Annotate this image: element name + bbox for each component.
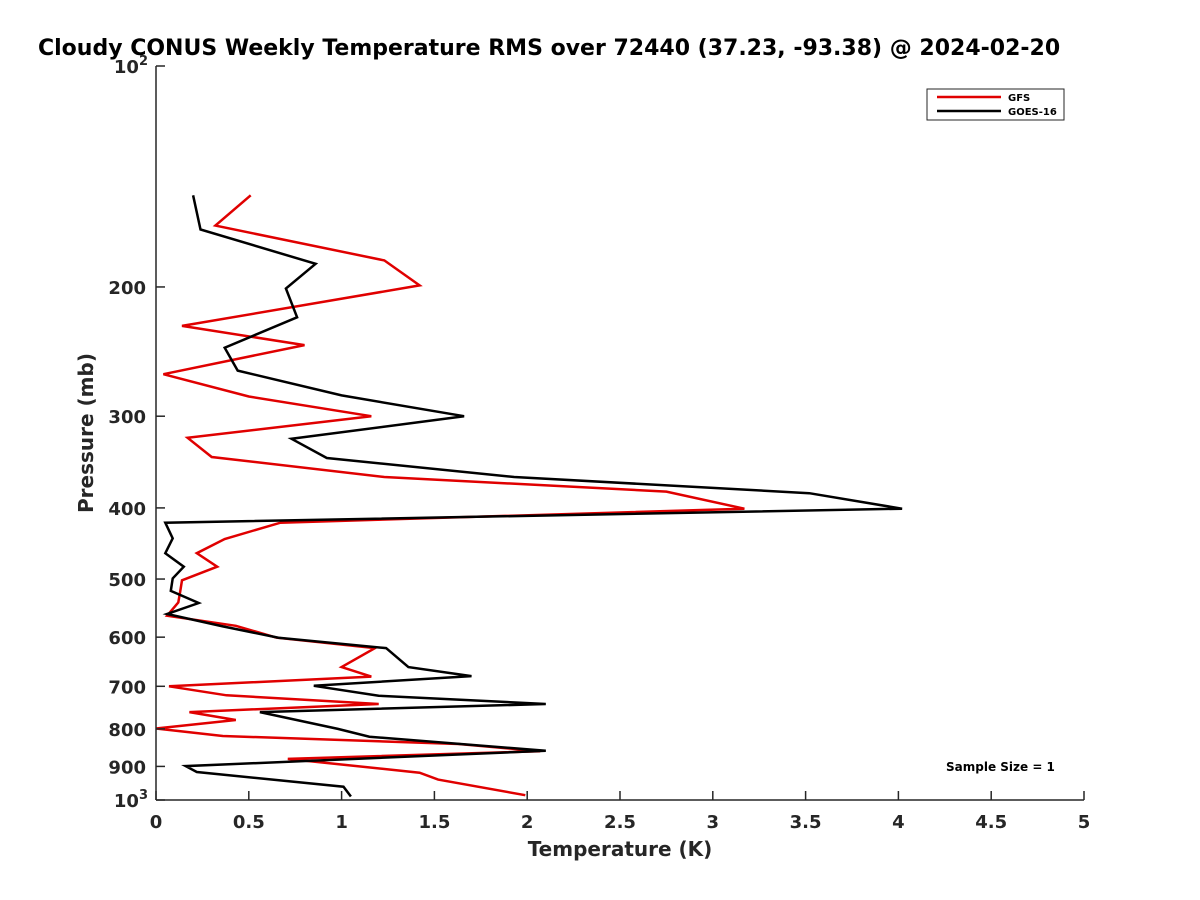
legend-box bbox=[926, 88, 1065, 121]
series-line-goes16 bbox=[162, 195, 903, 798]
series-layer bbox=[155, 194, 903, 798]
y-tick-label: 103 bbox=[114, 788, 148, 812]
series-line-gfs bbox=[155, 194, 745, 797]
legend-label-gfs: GFS bbox=[1008, 93, 1030, 104]
legend: GFS GOES-16 bbox=[926, 88, 1065, 121]
y-tick-label: 600 bbox=[108, 628, 146, 649]
y-tick-label: 300 bbox=[108, 407, 146, 428]
y-tick-label: 200 bbox=[108, 278, 146, 299]
x-axis-label: Temperature (K) bbox=[528, 837, 713, 861]
y-axis-label: Pressure (mb) bbox=[74, 353, 98, 513]
y-tick-label: 700 bbox=[108, 677, 146, 698]
x-tick-label: 3.5 bbox=[790, 812, 822, 833]
x-tick-label: 0.5 bbox=[233, 812, 265, 833]
x-tick-label: 3 bbox=[707, 812, 720, 833]
x-tick-label: 5 bbox=[1078, 812, 1091, 833]
y-tick-label: 400 bbox=[108, 499, 146, 520]
x-tick-label: 4 bbox=[892, 812, 905, 833]
y-tick-label: 102 bbox=[114, 54, 148, 78]
x-tick-label: 2.5 bbox=[604, 812, 636, 833]
x-tick-label: 1.5 bbox=[418, 812, 450, 833]
y-tick-label: 500 bbox=[108, 570, 146, 591]
chart-title: Cloudy CONUS Weekly Temperature RMS over… bbox=[38, 36, 1060, 61]
y-tick-label: 800 bbox=[108, 720, 146, 741]
y-ticks: 102 200 300 400 500 600 700 800 900 103 bbox=[108, 54, 165, 812]
sample-size-annotation: Sample Size = 1 bbox=[946, 760, 1055, 774]
y-tick-label: 900 bbox=[108, 757, 146, 778]
x-tick-label: 0 bbox=[150, 812, 163, 833]
x-tick-label: 4.5 bbox=[975, 812, 1007, 833]
x-tick-label: 2 bbox=[521, 812, 534, 833]
x-tick-label: 1 bbox=[335, 812, 348, 833]
plot-area bbox=[156, 66, 1084, 800]
legend-label-goes16: GOES-16 bbox=[1008, 107, 1057, 118]
x-ticks: 0 0.5 1 1.5 2 2.5 3 3.5 4 4.5 5 bbox=[150, 791, 1091, 833]
